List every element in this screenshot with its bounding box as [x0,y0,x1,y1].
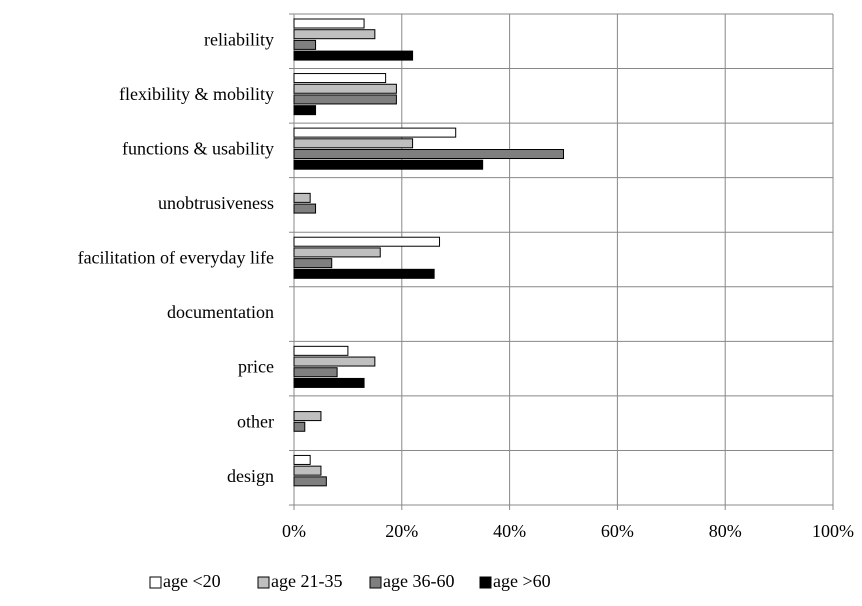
y-tick-label: documentation [167,302,274,322]
bar [293,421,306,432]
bar [293,39,317,50]
bar [293,149,564,160]
legend-swatch [257,576,270,589]
legend-swatch [149,576,162,589]
legend-label: age <20 [163,571,221,591]
bar [293,83,397,94]
y-tick-label: other [237,411,274,431]
bar [293,258,333,269]
bar [293,454,311,465]
bar [293,94,397,105]
y-tick-label: design [227,466,274,486]
bar [293,268,435,279]
bar [293,50,414,61]
bar [293,159,484,170]
bar [293,138,414,149]
bar [293,105,317,116]
bar [293,18,365,29]
bar [293,476,327,487]
bar [293,345,349,356]
legend-label: age 36-60 [383,571,454,591]
bar [293,203,317,214]
bar [293,247,381,258]
bar [293,73,387,84]
x-tick-label: 100% [812,521,854,541]
x-tick-label: 60% [601,521,634,541]
y-tick-label: price [238,357,274,377]
y-tick-label: reliability [204,29,274,49]
bar [293,192,311,203]
bar [293,127,457,138]
x-tick-label: 40% [493,521,526,541]
legend-swatch [369,576,382,589]
bar [293,411,322,422]
bar [293,356,376,367]
y-tick-label: unobtrusiveness [158,193,274,213]
legend-label: age 21-35 [271,571,342,591]
bar [293,465,322,476]
bar [293,367,338,378]
y-tick-label: flexibility & mobility [119,84,274,104]
bar [293,236,441,247]
legend-swatch [479,576,492,589]
legend-label: age >60 [493,571,551,591]
x-tick-label: 80% [709,521,742,541]
y-tick-label: functions & usability [122,139,274,159]
bar [293,377,365,388]
x-tick-label: 0% [282,521,306,541]
bar [293,29,376,40]
y-tick-label: facilitation of everyday life [78,248,274,268]
x-tick-label: 20% [385,521,418,541]
